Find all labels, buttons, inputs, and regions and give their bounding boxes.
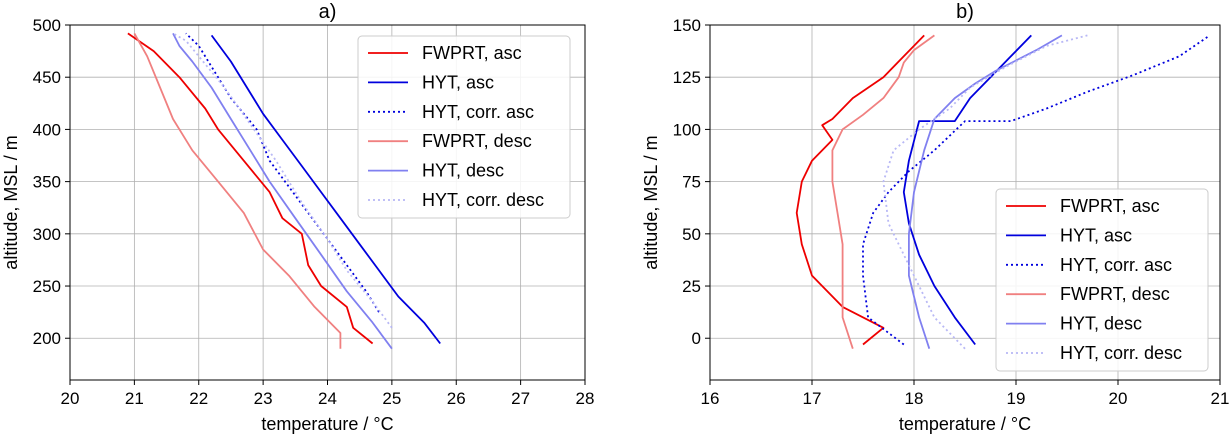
legend-label: HYT, desc [422,161,504,181]
x-tick-label: 17 [803,389,822,408]
x-tick-label: 26 [447,389,466,408]
legend-label: HYT, asc [422,72,494,92]
series-line-hyt-corr-asc [185,32,380,313]
x-tick-label: 16 [701,389,720,408]
x-tick-label: 21 [1211,389,1230,408]
series-line-hyt-asc [902,34,1032,346]
chart-panel-0: 20 21 22 23 24 25 26 27 28 200 250 300 350 400 450 500 a… [1,1,594,434]
series-line-fwprt-asc [127,32,374,345]
legend-label: HYT, desc [1060,314,1142,334]
x-tick-label: 27 [511,389,530,408]
y-tick-label: 500 [33,16,61,35]
legend-label: HYT, corr. asc [422,102,534,122]
legend-label: HYT, corr. desc [1060,343,1182,363]
x-tick-label: 24 [318,389,337,408]
series-line-fwprt-desc [133,32,342,349]
legend-label: HYT, corr. asc [1060,255,1172,275]
y-tick-label: 0 [692,329,701,348]
legend: FWPRT, asc HYT, asc HYT, corr. asc FWPRT, d… [995,188,1209,372]
y-tick-label: 25 [682,277,701,296]
series-line-hyt-corr-desc [882,34,1088,350]
series-line-hyt-corr-asc [862,34,1211,346]
legend-label: FWPRT, asc [1060,196,1160,216]
x-tick-label: 20 [61,389,80,408]
legend-label: FWPRT, asc [422,43,522,63]
x-tick-label: 20 [1109,389,1128,408]
plot-frame [709,24,1221,381]
y-tick-label: 350 [33,173,61,192]
y-tick-label: 125 [673,68,701,87]
y-tick-label: 400 [33,120,61,139]
x-tick-label: 25 [382,389,401,408]
x-tick-label: 28 [576,389,595,408]
series-line-hyt-corr-desc [172,32,393,329]
chart-panel-1: 16 17 18 19 20 21 0 25 50 75 100 125 150 b) temperatur… [641,1,1229,434]
legend-label: FWPRT, desc [1060,284,1170,304]
y-tick-label: 300 [33,225,61,244]
y-tick-label: 450 [33,68,61,87]
y-tick-label: 250 [33,277,61,296]
y-axis-label: altitude, MSL / m [641,135,661,269]
x-tick-label: 22 [189,389,208,408]
series-line-hyt-asc [210,34,441,345]
legend-label: HYT, corr. desc [422,190,544,210]
series-line-fwprt-desc [831,34,935,349]
x-axis-label: temperature / °C [261,414,393,434]
plot-frame [69,24,586,381]
x-axis-label: temperature / °C [899,414,1031,434]
legend: FWPRT, asc HYT, asc HYT, corr. asc FWPRT, d… [357,35,571,219]
series-line-fwprt-asc [795,34,925,346]
y-tick-label: 150 [673,16,701,35]
y-axis-label: altitude, MSL / m [1,135,21,269]
series-line-hyt-desc [172,32,393,350]
legend-frame [357,35,571,219]
y-tick-label: 50 [682,225,701,244]
panel-title: b) [956,1,974,23]
y-tick-label: 200 [33,329,61,348]
y-tick-label: 100 [673,120,701,139]
x-tick-label: 21 [125,389,144,408]
legend-frame [995,188,1209,372]
x-tick-label: 19 [1007,389,1026,408]
y-tick-label: 75 [682,173,701,192]
panel-title: a) [319,1,337,23]
series-line-hyt-desc [908,34,1063,349]
x-tick-label: 23 [254,389,273,408]
legend-label: HYT, asc [1060,225,1132,245]
legend-label: FWPRT, desc [422,131,532,151]
x-tick-label: 18 [905,389,924,408]
